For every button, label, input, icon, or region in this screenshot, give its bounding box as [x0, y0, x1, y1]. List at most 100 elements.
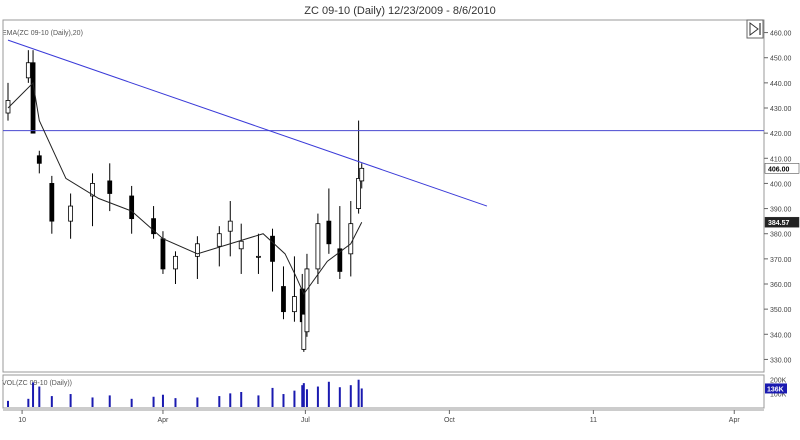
- volume-bar: [50, 396, 53, 407]
- candle-body: [348, 223, 354, 255]
- candle-body: [151, 218, 156, 235]
- volume-bar: [282, 394, 285, 407]
- volume-bar: [316, 386, 319, 407]
- candle-body: [292, 296, 297, 313]
- candle-body: [304, 268, 310, 333]
- volume-tick-label: 100K: [770, 391, 787, 398]
- volume-bar: [305, 389, 308, 407]
- candle-body: [129, 195, 135, 220]
- candle-body: [90, 183, 95, 197]
- candle-body: [326, 220, 332, 245]
- volume-bar: [302, 383, 305, 407]
- y-tick-label: 340.00: [770, 332, 792, 339]
- price-panel-border: [2, 19, 765, 373]
- candle-body: [107, 180, 113, 194]
- volume-bar: [69, 394, 72, 407]
- volume-bar: [357, 379, 360, 407]
- candle-body: [160, 238, 166, 270]
- volume-bar: [7, 400, 9, 407]
- candle-body: [49, 183, 55, 222]
- x-tick-label: 10: [18, 417, 26, 424]
- x-tick-label: Apr: [729, 417, 741, 424]
- candle-body: [281, 286, 286, 313]
- volume-panel-border: [2, 374, 765, 409]
- volume-bar: [349, 385, 352, 407]
- candle-body: [359, 167, 365, 182]
- candle-body: [356, 177, 362, 209]
- x-tick-label: Oct: [444, 417, 455, 424]
- volume-bar: [301, 385, 304, 407]
- volume-bar: [91, 397, 94, 407]
- volume-bar: [293, 390, 296, 407]
- y-tick-label: 400.00: [770, 181, 792, 188]
- chart-frame: [2, 19, 765, 411]
- y-tick-label: 370.00: [770, 257, 792, 264]
- candle-body: [337, 248, 343, 272]
- y-tick-label: 360.00: [770, 282, 792, 289]
- candle-body: [227, 220, 233, 232]
- candle-body: [256, 255, 261, 258]
- x-tick-label: Apr: [158, 417, 170, 424]
- volume-bar: [327, 381, 330, 407]
- candle-body: [216, 233, 222, 247]
- chart-title: ZC 09-10 (Daily) 12/23/2009 - 8/6/2010: [304, 5, 495, 17]
- trendline: [7, 39, 488, 207]
- volume-bars: [7, 379, 363, 407]
- ema-line: [7, 81, 363, 296]
- volume-bar: [196, 397, 199, 407]
- ema-badge-box: [764, 216, 800, 228]
- y-tick-label: 390.00: [770, 207, 792, 214]
- volume-bar: [229, 393, 232, 407]
- y-axis: 460.00 450.00 440.00 430.00 420.00 410.00 400.…: [764, 31, 792, 398]
- y-tick-label: 450.00: [770, 56, 792, 63]
- x-tick-label: Jul: [301, 417, 310, 424]
- y-tick-label: 410.00: [770, 156, 792, 163]
- candle-body: [36, 155, 42, 164]
- candle-body: [25, 62, 31, 79]
- candle-body: [68, 205, 74, 222]
- play-end-icon[interactable]: [746, 19, 764, 39]
- volume-bar: [257, 395, 260, 407]
- candle-body: [315, 223, 321, 270]
- volume-bar: [161, 394, 164, 407]
- volume-bar: [218, 396, 221, 407]
- volume-bar: [360, 388, 363, 407]
- volume-bar: [108, 395, 111, 407]
- y-tick-label: 440.00: [770, 81, 792, 88]
- volume-tick-label: 200K: [770, 378, 787, 385]
- volume-last-badge-text: 136K: [767, 386, 784, 393]
- candle-body: [5, 100, 11, 114]
- candle-body: [30, 62, 36, 134]
- volume-bar: [27, 398, 30, 407]
- y-tick-label: 430.00: [770, 106, 792, 113]
- last-price-badge-box: [764, 163, 800, 174]
- volume-bar: [174, 398, 177, 407]
- price-badges: 406.00 384.57 136K: [764, 163, 800, 394]
- last-price-badge-text: 406.00: [768, 166, 790, 173]
- candle-body: [270, 235, 275, 262]
- y-tick-label: 460.00: [770, 31, 792, 38]
- ema-label: EMA(ZC 09-10 (Daily),20): [2, 30, 83, 37]
- volume-bar: [130, 398, 133, 407]
- candles: [5, 50, 365, 352]
- volume-bar: [32, 382, 35, 407]
- volume-label: VOL(ZC 09-10 (Daily)): [2, 380, 72, 387]
- y-tick-label: 380.00: [770, 232, 792, 239]
- y-tick-label: 420.00: [770, 131, 792, 138]
- x-tick-label: 11: [590, 417, 597, 424]
- ema-badge-text: 384.57: [768, 220, 790, 227]
- candle-body: [173, 255, 178, 270]
- y-tick-label: 350.00: [770, 307, 792, 314]
- volume-last-badge-box: [765, 383, 787, 394]
- volume-bar: [271, 387, 274, 407]
- volume-bar: [38, 386, 41, 407]
- candle-body: [194, 243, 200, 257]
- y-tick-label: 330.00: [770, 357, 792, 364]
- candle-body: [238, 240, 244, 250]
- volume-bar: [152, 396, 155, 407]
- overlays: [3, 39, 764, 296]
- volume-bar: [240, 392, 243, 407]
